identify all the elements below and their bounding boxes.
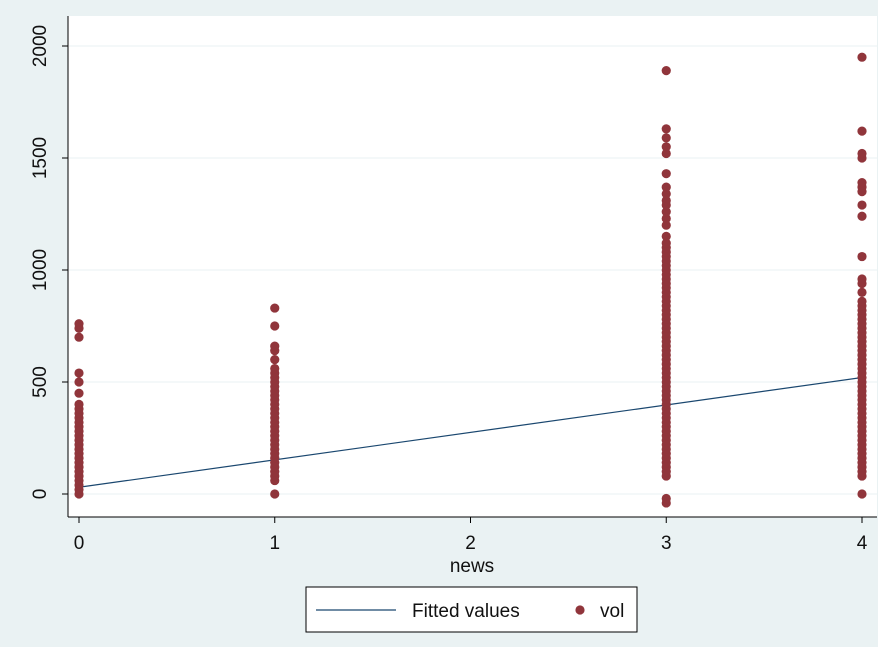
vol-point: [74, 399, 84, 409]
vol-point: [661, 220, 671, 230]
vol-point: [661, 231, 671, 241]
vol-point: [661, 493, 671, 504]
y-tick-label-2000: 2000: [30, 25, 51, 67]
vol-point: [661, 195, 671, 206]
vol-point: [857, 148, 867, 159]
vol-point: [857, 200, 867, 210]
y-tick-label-500: 500: [30, 366, 51, 398]
vol-point: [270, 355, 280, 365]
legend-vol-label: vol: [600, 601, 624, 622]
x-tick-label-1: 1: [269, 533, 280, 554]
vol-point: [857, 52, 867, 62]
vol-point: [661, 124, 671, 134]
vol-point: [857, 274, 867, 284]
fitted-values-layer: [78, 376, 863, 488]
vol-point: [661, 238, 671, 248]
vol-point: [857, 178, 867, 188]
axes: [67, 16, 877, 518]
x-tick-label-2: 2: [465, 533, 476, 554]
vol-point: [857, 489, 867, 499]
vol-point: [270, 303, 280, 313]
vol-point: [857, 296, 867, 306]
y-axis-ticks: 0 500 1000 1500 2000: [30, 25, 68, 499]
y-tick-label-1500: 1500: [30, 137, 51, 179]
x-tick-label-3: 3: [661, 533, 672, 554]
x-axis-ticks: 0 1 2 3 4: [74, 517, 868, 554]
vol-point: [74, 377, 84, 387]
vol-point: [661, 182, 671, 192]
vol-point: [661, 169, 671, 179]
vol-point: [661, 142, 671, 152]
x-axis-title: news: [450, 556, 494, 577]
vol-point: [857, 126, 867, 136]
vol-point: [270, 363, 280, 374]
legend-fitted-values-label: Fitted values: [412, 601, 520, 622]
vol-point: [74, 319, 84, 329]
fitted-values-line: [78, 376, 863, 488]
vol-point: [74, 388, 84, 398]
vol-point: [857, 287, 867, 297]
vol-point: [857, 251, 867, 262]
vol-point: [661, 148, 671, 159]
x-tick-label-4: 4: [857, 533, 868, 554]
vol-point: [661, 133, 671, 143]
vol-point: [661, 207, 671, 217]
legend-vol-swatch: [575, 605, 585, 615]
vol-point: [661, 213, 671, 224]
x-tick-label-0: 0: [74, 533, 85, 554]
y-tick-label-1000: 1000: [30, 249, 51, 291]
vol-point: [270, 341, 280, 351]
vol-point: [270, 489, 280, 499]
vol-point: [270, 321, 280, 331]
vol-point: [661, 189, 671, 199]
vol-point: [74, 332, 84, 342]
vol-point: [857, 211, 867, 221]
vol-points-layer: [74, 52, 867, 508]
vol-point: [74, 368, 84, 378]
gridlines: [69, 45, 877, 495]
plot-area: [68, 16, 877, 517]
vol-point: [661, 66, 671, 76]
y-tick-label-0: 0: [30, 489, 51, 500]
legend: Fitted values vol: [305, 586, 638, 633]
